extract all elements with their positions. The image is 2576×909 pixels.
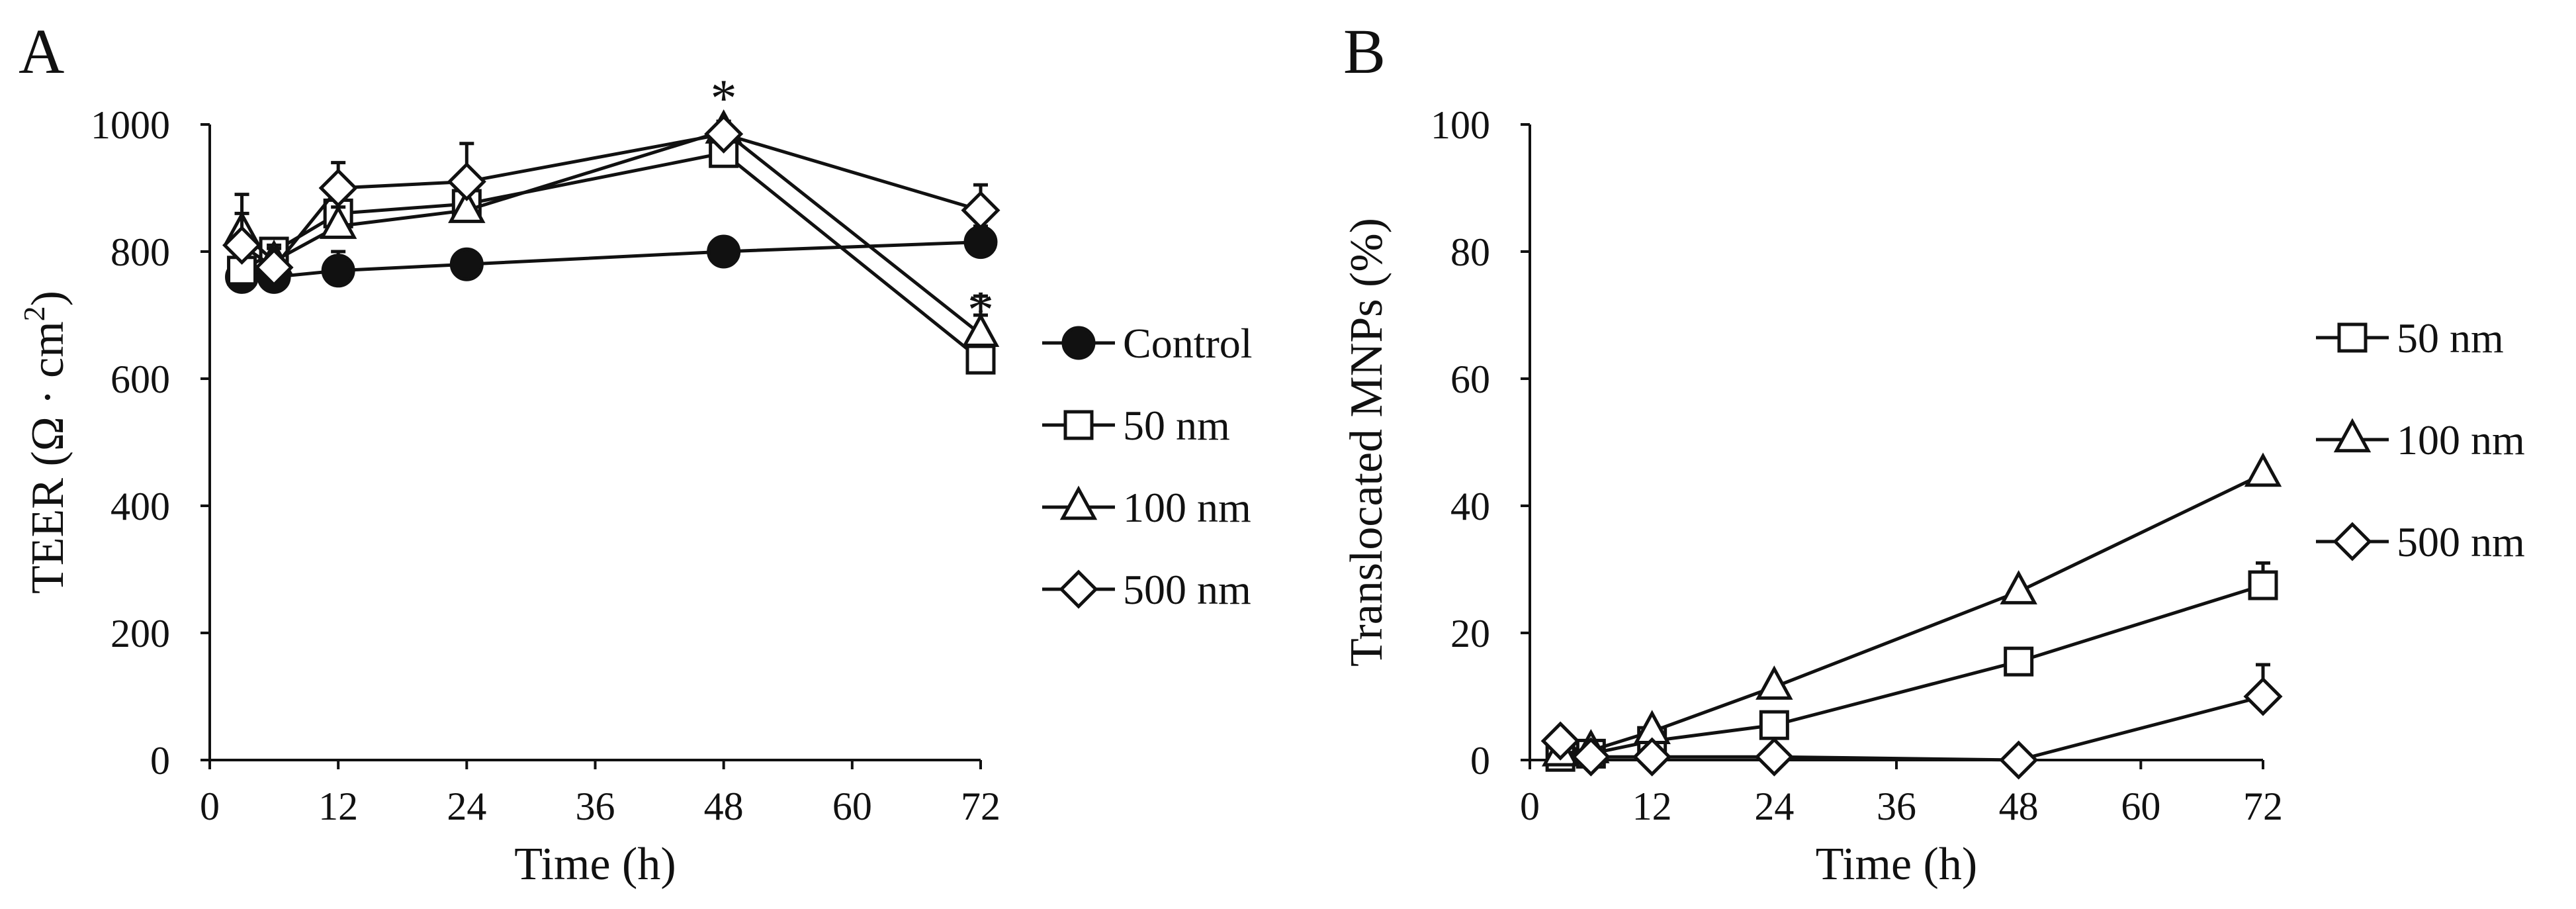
legend-item-500-nm: 500 nm bbox=[1042, 566, 1251, 613]
x-tick-label: 72 bbox=[961, 785, 1000, 828]
y-tick-label: 0 bbox=[1470, 739, 1490, 783]
x-tick-label: 48 bbox=[1999, 785, 2039, 828]
data-point-100-nm bbox=[1755, 665, 1793, 700]
legend-marker-500-nm bbox=[2332, 522, 2372, 561]
x-tick-label: 60 bbox=[2121, 785, 2160, 828]
data-point-50-nm bbox=[2004, 646, 2034, 677]
data-point-500-nm bbox=[961, 191, 1000, 230]
y-tick-label: 20 bbox=[1450, 612, 1490, 655]
series-500-nm bbox=[1540, 663, 2283, 780]
x-tick-label: 12 bbox=[318, 785, 358, 828]
y-tick-label: 100 bbox=[1431, 103, 1490, 147]
data-point-500-nm bbox=[704, 114, 744, 154]
y-tick-label: 800 bbox=[111, 230, 170, 274]
data-point-50-nm bbox=[965, 344, 996, 375]
y-axis-title-superscript: 2 bbox=[17, 306, 51, 321]
data-point-500-nm bbox=[1754, 737, 1794, 777]
legend-marker-100-nm bbox=[2333, 418, 2372, 453]
legend-marker-50-nm bbox=[1063, 410, 1094, 440]
legend-item-50-nm: 50 nm bbox=[1042, 402, 1230, 449]
data-point-100-nm bbox=[961, 312, 1000, 348]
data-point-500-nm bbox=[222, 225, 262, 265]
legend-item-control: Control bbox=[1042, 320, 1253, 367]
y-tick-label: 200 bbox=[111, 612, 170, 655]
legend-marker-50-nm bbox=[2337, 322, 2368, 353]
data-point-500-nm bbox=[254, 248, 294, 287]
x-tick-label: 24 bbox=[447, 785, 486, 828]
panel-b-chart: B 0 12 24 36 48 60 72 0 20 40 60 80 100 Time (h) Transl… bbox=[1341, 16, 2525, 890]
panel-label: A bbox=[19, 16, 64, 87]
x-tick-label: 12 bbox=[1632, 785, 1672, 828]
y-tick-label: 0 bbox=[150, 739, 170, 783]
y-tick-label: 80 bbox=[1450, 230, 1490, 274]
data-point-100-nm bbox=[2000, 570, 2037, 604]
x-axis-title: Time (h) bbox=[514, 839, 676, 890]
data-point-50-nm bbox=[227, 256, 257, 286]
legend-item-500-nm: 500 nm bbox=[2316, 518, 2525, 565]
y-axis-title-close: ) bbox=[22, 291, 73, 306]
x-tick-label: 0 bbox=[1520, 785, 1540, 828]
data-point-100-nm bbox=[319, 205, 357, 239]
legend-label: 50 nm bbox=[2397, 314, 2504, 361]
data-point-500-nm bbox=[1999, 740, 2039, 780]
y-axis-title-main: TEER (Ω · cm bbox=[22, 321, 73, 594]
data-point-control bbox=[449, 247, 484, 281]
x-tick-label: 36 bbox=[576, 785, 615, 828]
x-tick-label: 0 bbox=[200, 785, 220, 828]
x-tick-label: 60 bbox=[832, 785, 872, 828]
data-point-50-nm bbox=[1759, 710, 1789, 740]
legend-label: 100 nm bbox=[1123, 484, 1251, 531]
legend-item-100-nm: 100 nm bbox=[1042, 484, 1251, 531]
legend-label: 100 nm bbox=[2397, 416, 2525, 463]
data-point-50-nm bbox=[2248, 570, 2278, 600]
data-point-500-nm bbox=[2243, 677, 2283, 716]
legend-item-100-nm: 100 nm bbox=[2316, 416, 2525, 463]
data-point-control bbox=[321, 254, 355, 288]
legend: Control 50 nm 100 nm 500 nm bbox=[1042, 320, 1253, 613]
significance-star: * bbox=[967, 281, 994, 339]
data-point-100-nm bbox=[448, 189, 486, 223]
data-point-500-nm bbox=[447, 162, 486, 201]
series-500-nm bbox=[222, 114, 1000, 287]
y-tick-label: 60 bbox=[1450, 358, 1490, 401]
y-tick-label: 1000 bbox=[91, 103, 170, 147]
x-tick-label: 72 bbox=[2243, 785, 2283, 828]
y-axis-title: Translocated MNPs (%) bbox=[1341, 218, 1392, 667]
legend-marker-100-nm bbox=[1059, 485, 1098, 520]
x-axis-title: Time (h) bbox=[1816, 839, 1977, 890]
legend-label: 500 nm bbox=[2397, 518, 2525, 565]
panel-label: B bbox=[1343, 16, 1386, 87]
data-point-500-nm bbox=[318, 168, 358, 208]
x-tick-label: 24 bbox=[1754, 785, 1794, 828]
y-tick-label: 600 bbox=[111, 358, 170, 401]
legend-marker-500-nm bbox=[1059, 569, 1098, 609]
y-tick-label: 40 bbox=[1450, 485, 1490, 528]
x-tick-label: 48 bbox=[704, 785, 744, 828]
legend: 50 nm 100 nm 500 nm bbox=[2316, 314, 2525, 565]
data-point-500-nm bbox=[1632, 737, 1672, 777]
legend-label: 500 nm bbox=[1123, 566, 1251, 613]
data-point-500-nm bbox=[1540, 721, 1580, 761]
panel-a-chart: A 0 12 24 36 48 60 72 0 200 400 600 800 1000 Time (h) T… bbox=[17, 16, 1253, 890]
y-tick-label: 400 bbox=[111, 485, 170, 528]
significance-star: * bbox=[711, 70, 737, 128]
series-control bbox=[225, 224, 998, 294]
data-point-100-nm bbox=[2244, 452, 2282, 487]
legend-marker-control bbox=[1061, 326, 1096, 360]
data-point-control bbox=[707, 234, 741, 269]
data-point-500-nm bbox=[1571, 737, 1611, 777]
x-tick-label: 36 bbox=[1877, 785, 1916, 828]
y-axis-title: TEER (Ω · cm2) bbox=[17, 291, 73, 594]
legend-item-50-nm: 50 nm bbox=[2316, 314, 2504, 361]
legend-label: 50 nm bbox=[1123, 402, 1230, 449]
legend-label: Control bbox=[1123, 320, 1253, 367]
data-point-control bbox=[963, 225, 998, 260]
